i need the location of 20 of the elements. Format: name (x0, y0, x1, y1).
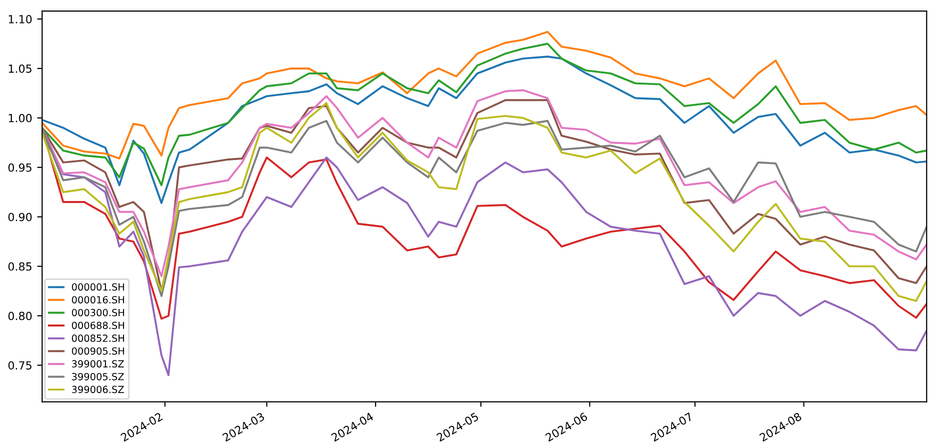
y-tick-label: 0.75 (8, 361, 32, 370)
line-series (42, 30, 927, 160)
legend-label: 399005.SZ (72, 372, 124, 380)
legend-label: 000852.SH (72, 334, 124, 342)
y-tick-label: 0.85 (8, 262, 32, 271)
y-tick-label: 1.10 (8, 14, 32, 24)
y-tick-label: 1.05 (8, 64, 32, 73)
legend-label: 000905.SH (72, 347, 124, 355)
legend-label: 399006.SZ (72, 386, 124, 394)
legend-label: 000016.SH (72, 296, 124, 304)
line-series (42, 42, 927, 186)
y-tick-label: 0.95 (8, 163, 32, 172)
legend-label: 000300.SH (72, 308, 124, 316)
y-tick-label: 0.80 (8, 312, 32, 320)
y-tick-label: 1.00 (8, 114, 32, 122)
legend-label: 000688.SH (72, 322, 124, 330)
legend-label: 399001.SZ (72, 360, 124, 368)
y-tick-label: 0.90 (8, 212, 32, 222)
line-series (42, 56, 927, 204)
legend-label: 000001.SH (72, 283, 124, 291)
